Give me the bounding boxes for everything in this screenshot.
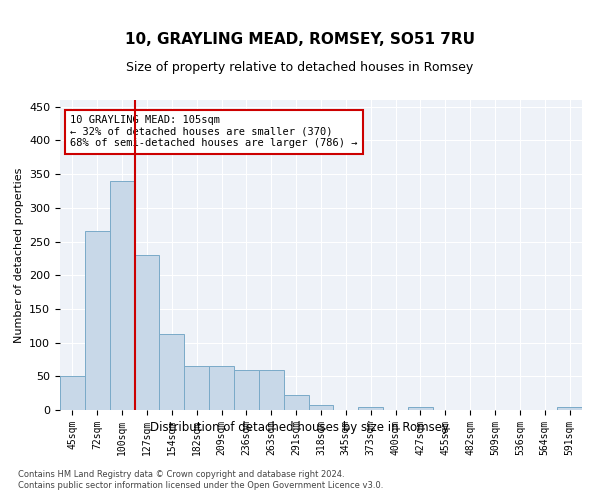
Bar bbox=[408, 406, 433, 410]
Text: Size of property relative to detached houses in Romsey: Size of property relative to detached ho… bbox=[127, 61, 473, 74]
Bar bbox=[209, 366, 234, 410]
Y-axis label: Number of detached properties: Number of detached properties bbox=[14, 168, 23, 342]
Bar bbox=[358, 406, 383, 410]
Bar bbox=[284, 394, 308, 410]
Bar bbox=[184, 366, 209, 410]
Bar bbox=[160, 334, 184, 410]
Bar bbox=[85, 232, 110, 410]
Bar bbox=[110, 181, 134, 410]
Bar bbox=[308, 406, 334, 410]
Text: 10 GRAYLING MEAD: 105sqm
← 32% of detached houses are smaller (370)
68% of semi-: 10 GRAYLING MEAD: 105sqm ← 32% of detach… bbox=[70, 116, 358, 148]
Bar bbox=[234, 370, 259, 410]
Bar bbox=[557, 406, 582, 410]
Bar bbox=[60, 376, 85, 410]
Text: 10, GRAYLING MEAD, ROMSEY, SO51 7RU: 10, GRAYLING MEAD, ROMSEY, SO51 7RU bbox=[125, 32, 475, 48]
Text: Contains HM Land Registry data © Crown copyright and database right 2024.
Contai: Contains HM Land Registry data © Crown c… bbox=[18, 470, 383, 490]
Bar bbox=[259, 370, 284, 410]
Text: Distribution of detached houses by size in Romsey: Distribution of detached houses by size … bbox=[151, 421, 449, 434]
Bar bbox=[134, 255, 160, 410]
